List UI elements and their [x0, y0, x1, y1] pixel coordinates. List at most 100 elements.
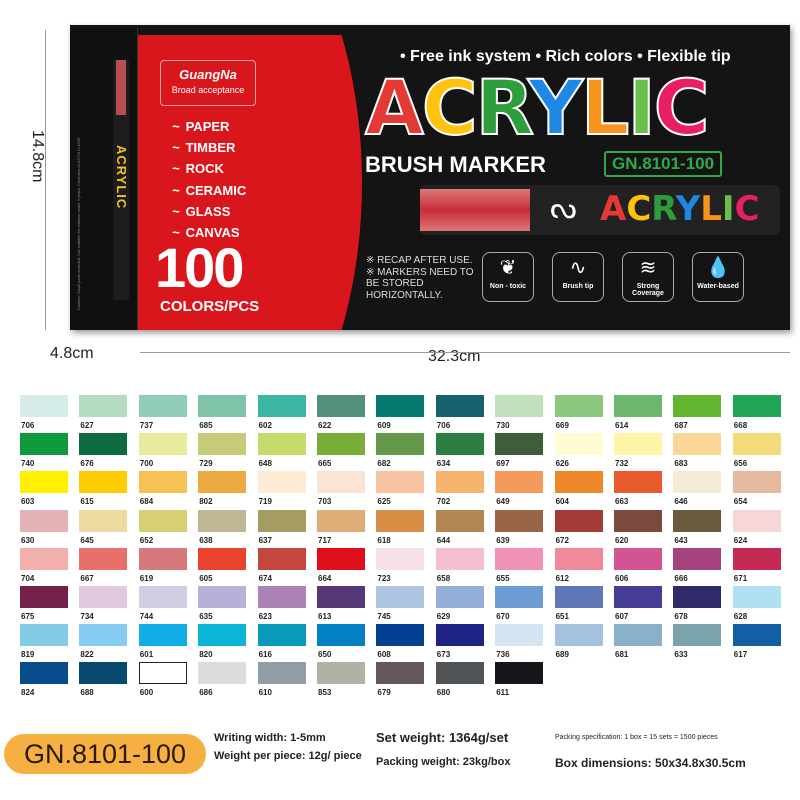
width-line: [140, 352, 790, 353]
color-code: 689: [555, 650, 569, 660]
color-swatch: [614, 509, 662, 532]
color-swatch: [138, 395, 187, 417]
color-code: 625: [377, 497, 391, 507]
color-swatch: [198, 471, 247, 494]
color-swatch: [79, 662, 128, 685]
surface-item: ~ ROCK: [172, 161, 224, 177]
color-code: 853: [318, 688, 332, 698]
brand-logo: GuangNa Broad acceptance: [160, 60, 256, 106]
color-swatch: [198, 662, 247, 685]
brush-stroke-icon: ~: [172, 140, 180, 156]
title-letter: I: [721, 189, 735, 229]
color-code: 672: [555, 535, 569, 545]
color-swatch: [673, 586, 722, 608]
color-code: 655: [496, 573, 510, 583]
color-swatch: [554, 433, 603, 456]
color-swatch: [20, 471, 68, 494]
color-code: 612: [555, 573, 569, 583]
model-pill: GN.8101-100: [4, 734, 206, 774]
color-swatch: [79, 471, 128, 494]
color-code: 730: [496, 421, 510, 430]
color-swatch: [495, 395, 544, 417]
color-swatch: [20, 547, 68, 570]
title-letter: C: [653, 63, 711, 152]
height-dimension: 14.8cm: [29, 130, 46, 183]
color-swatch: [673, 624, 722, 647]
product-subtitle: BRUSH MARKER: [365, 152, 546, 177]
color-swatch: [79, 509, 128, 532]
color-code: 608: [377, 650, 391, 660]
color-swatch: [257, 624, 306, 647]
title-letter: Y: [527, 63, 584, 152]
brush-stroke-icon: ᔓ: [550, 192, 577, 225]
color-code: 626: [555, 459, 569, 469]
color-code: 643: [674, 535, 688, 545]
color-code: 603: [21, 497, 35, 507]
color-code: 737: [139, 421, 154, 430]
color-swatch: [317, 433, 365, 456]
color-swatch: [554, 471, 603, 494]
color-code: 649: [496, 497, 510, 507]
color-swatch: [614, 395, 662, 417]
model-badge: GN.8101-100: [604, 151, 723, 177]
color-swatch: [138, 509, 187, 532]
color-code: 652: [139, 535, 154, 545]
color-swatch: [435, 395, 484, 417]
title-letter: L: [700, 189, 722, 229]
color-code: 638: [199, 535, 213, 545]
color-swatch: [79, 586, 128, 608]
color-swatch: [435, 433, 484, 456]
color-code: 658: [436, 573, 451, 583]
color-swatch: [198, 509, 247, 532]
color-swatch: [673, 433, 722, 456]
surface-item: ~ PAPER: [172, 119, 230, 134]
writing-width: Writing width: 1-5mm: [214, 732, 326, 744]
color-swatch: [20, 662, 68, 685]
brush-stroke-icon: ~: [172, 182, 180, 198]
color-swatch: [138, 471, 187, 494]
title-letter: R: [651, 189, 676, 229]
title-letter: A: [364, 63, 425, 152]
color-swatch: [495, 586, 544, 608]
title-letter: C: [626, 189, 652, 229]
color-swatch: [376, 586, 425, 608]
surface-item: ~ TIMBER: [172, 140, 236, 156]
color-swatch: [317, 662, 365, 685]
color-code: 630: [21, 535, 35, 545]
title-letter: C: [421, 63, 479, 152]
marker-image: ᔓ ACRYLIC: [420, 185, 780, 235]
color-swatch: [317, 509, 365, 532]
color-code: 670: [496, 612, 510, 621]
color-code: 601: [139, 650, 154, 660]
color-code: 702: [436, 497, 451, 507]
color-code: 620: [615, 535, 629, 545]
color-code: 700: [139, 459, 154, 469]
color-swatch: [732, 509, 781, 532]
color-code: 633: [674, 650, 688, 660]
color-swatch: [673, 471, 722, 494]
color-code: 619: [139, 573, 154, 583]
color-swatch: [376, 547, 425, 570]
color-swatch: [257, 662, 306, 685]
color-code: 617: [733, 650, 748, 660]
color-swatch: [435, 662, 484, 685]
color-swatch: [257, 509, 306, 532]
color-code: 654: [733, 497, 748, 507]
color-code: 688: [80, 688, 94, 698]
color-swatch: [732, 395, 781, 417]
color-code: 645: [80, 535, 94, 545]
color-swatch: [257, 395, 306, 417]
color-swatch: [317, 395, 365, 417]
features-line: • Free ink system • Rich colors • Flexib…: [400, 48, 731, 65]
title-letter: L: [580, 63, 630, 152]
usage-notes: ※ RECAP AFTER USE. ※ MARKERS NEED TO BE S…: [366, 255, 474, 301]
color-code: 697: [496, 459, 510, 469]
feature-badge: 💧 Water-based: [692, 252, 744, 302]
color-code: 664: [318, 573, 332, 583]
color-code: 673: [436, 650, 451, 660]
surface-list: ~ PAPER ~ TIMBER ~ ROCK ~ CERAMIC ~ GLASS ~ CANVAS: [172, 116, 246, 243]
set-weight: Set weight: 1364g/set: [376, 730, 509, 745]
color-swatch: [554, 624, 603, 647]
color-code: 704: [21, 573, 35, 583]
color-swatch: [138, 624, 187, 647]
